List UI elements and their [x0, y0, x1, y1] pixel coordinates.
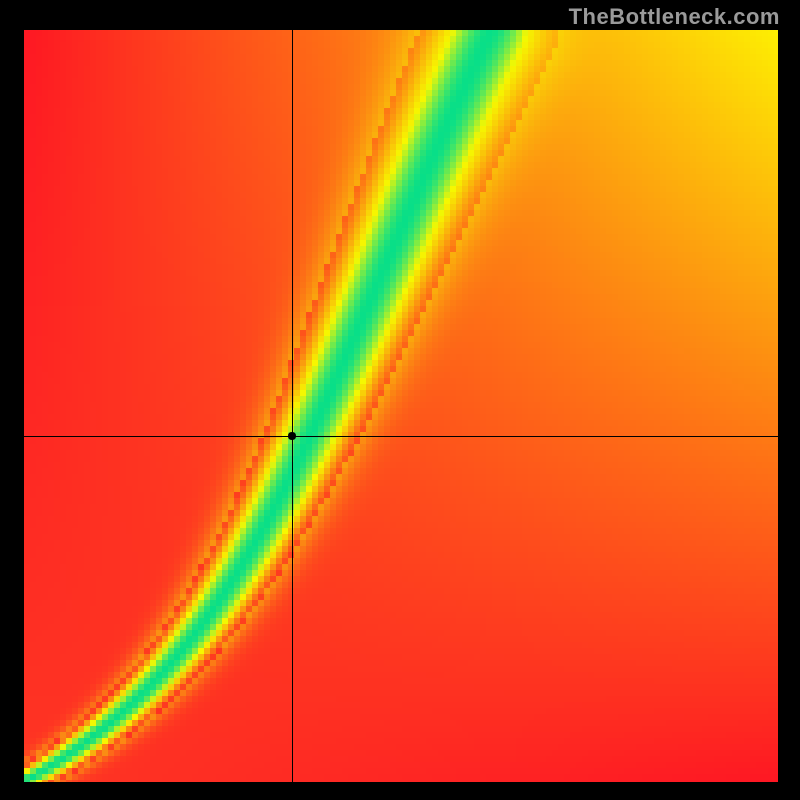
watermark-text: TheBottleneck.com [569, 4, 780, 30]
heatmap-plot [24, 30, 778, 782]
